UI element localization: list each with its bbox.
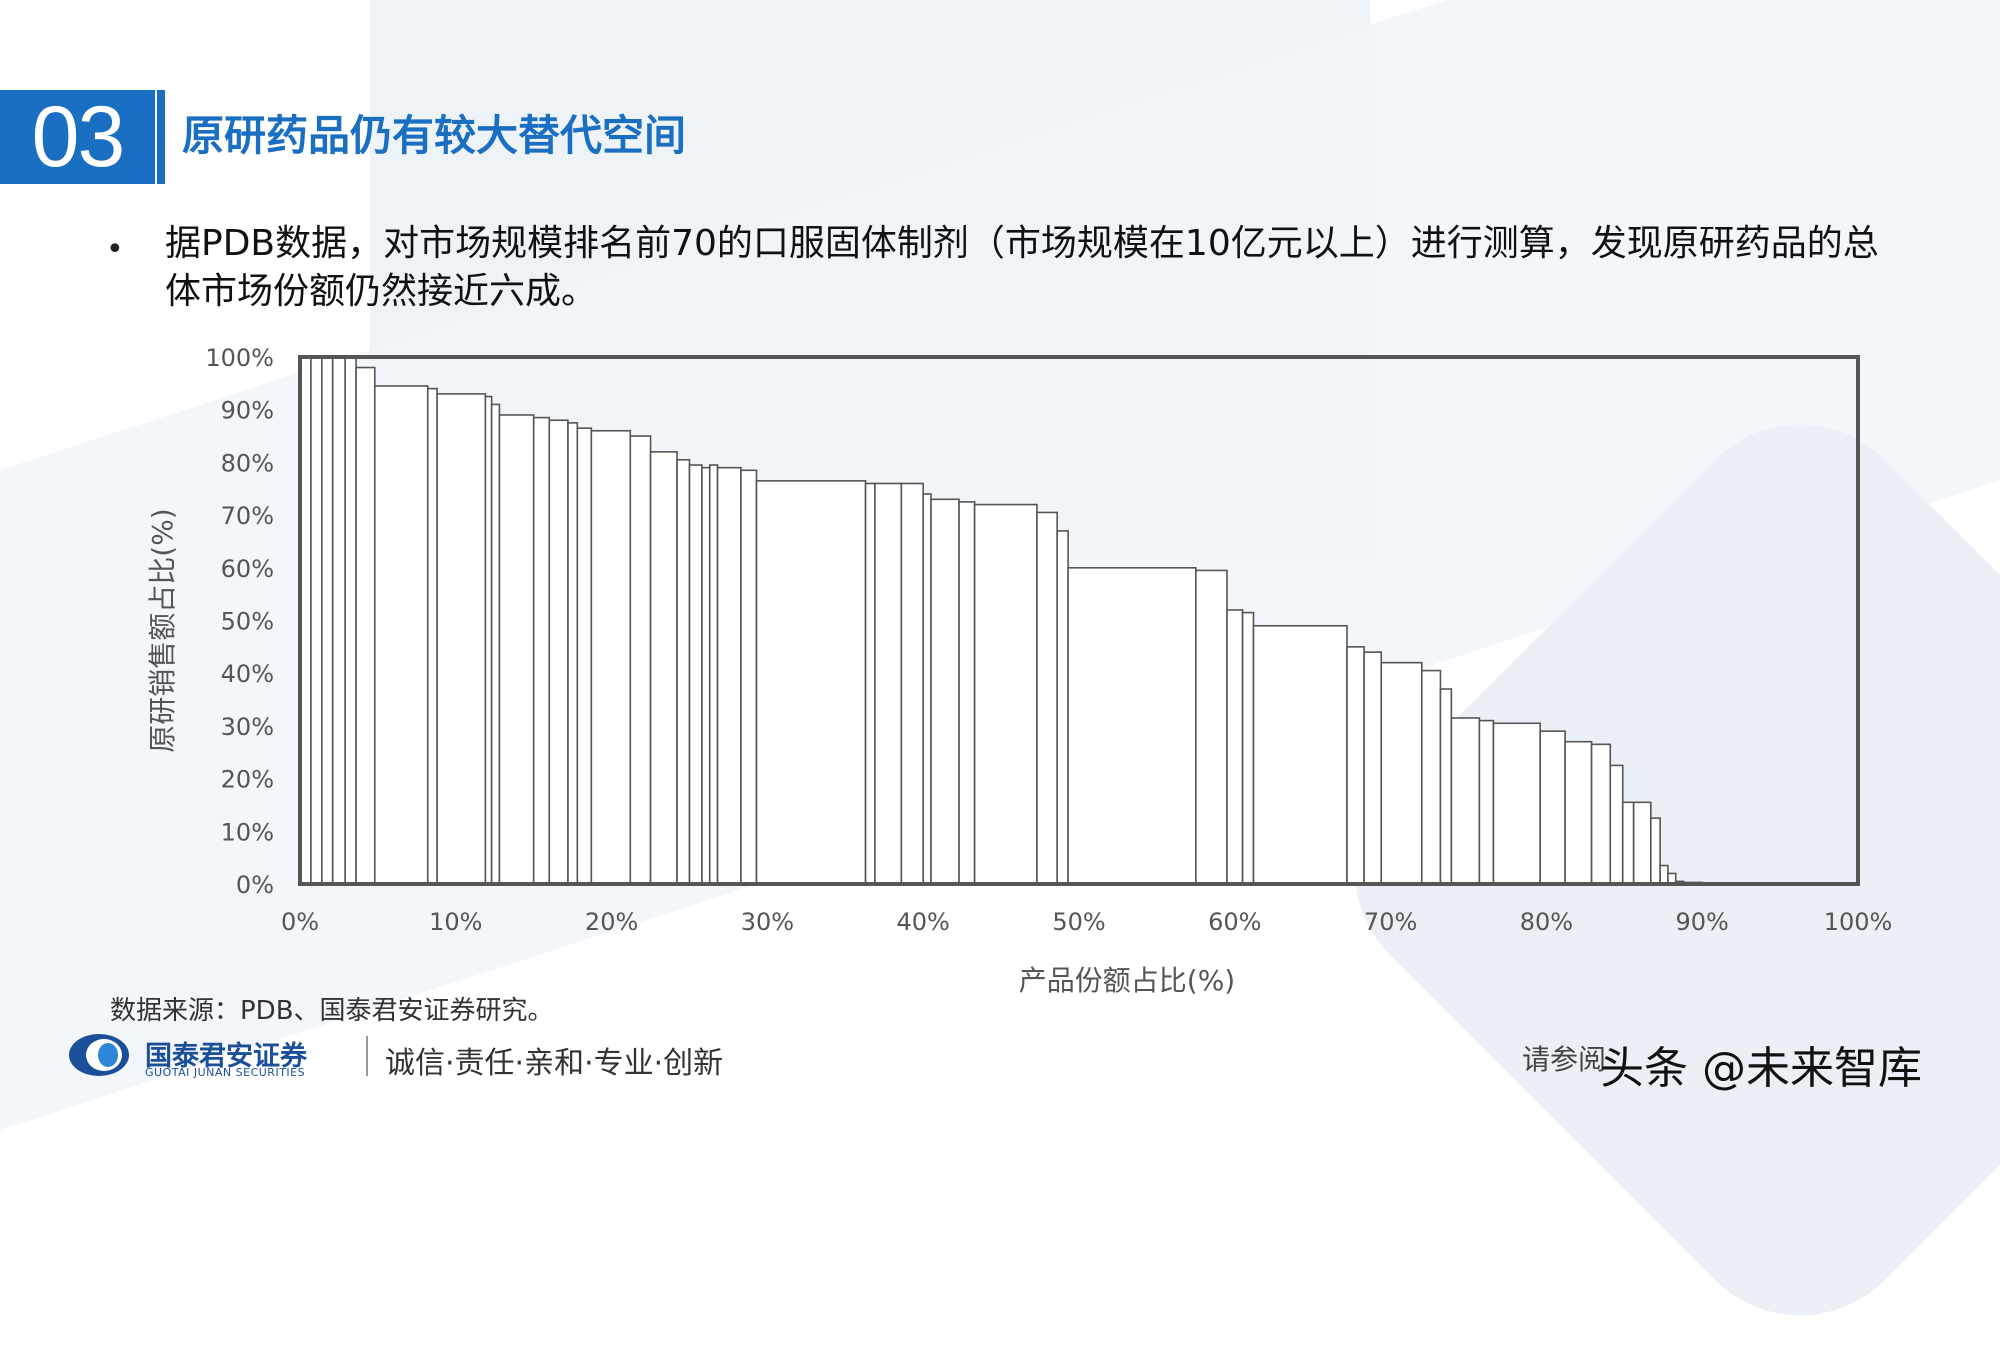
bar — [1067, 566, 1197, 885]
bar — [436, 393, 487, 885]
bar — [576, 427, 593, 885]
y-tick-label: 20% — [221, 766, 274, 794]
bar — [373, 385, 429, 885]
bar — [864, 482, 876, 885]
bar — [310, 356, 323, 885]
company-logo-icon — [69, 1034, 129, 1076]
y-tick-label: 60% — [221, 555, 274, 583]
y-tick-label: 10% — [221, 818, 274, 846]
bar — [676, 458, 691, 885]
x-tick-label: 10% — [429, 908, 482, 936]
y-tick-label: 0% — [236, 871, 274, 899]
bar — [1346, 646, 1365, 885]
bar — [1478, 719, 1495, 885]
x-tick-label: 100% — [1824, 908, 1893, 936]
x-tick-label: 80% — [1520, 908, 1573, 936]
x-tick-label: 60% — [1208, 908, 1261, 936]
company-slogan: 诚信·责任·亲和·专业·创新 — [385, 1046, 724, 1081]
y-tick-label: 90% — [221, 397, 274, 425]
bar — [1621, 801, 1635, 885]
page-title: 原研药品仍有较大替代空间 — [182, 111, 687, 160]
y-tick-label: 40% — [221, 660, 274, 688]
company-name-en: GUOTAI JUNAN SECURITIES — [145, 1066, 306, 1079]
disclaimer-text: 请参阅 — [1522, 1043, 1607, 1076]
x-tick-label: 0% — [281, 908, 319, 936]
bar — [1056, 530, 1069, 885]
bar — [958, 501, 976, 885]
bar — [1380, 661, 1423, 885]
y-tick-labels: 0% 10% 20% 30% 40% 50% 60% 70% 80% 90% 100% — [205, 344, 274, 899]
x-tick-label: 20% — [585, 908, 638, 936]
watermark: 头条 @未来智库 — [1600, 1043, 1922, 1094]
x-tick-label: 40% — [897, 908, 950, 936]
bullet-text: 据PDB数据，对市场规模排名前70的口服固体制剂（市场规模在10亿元以上）进行测… — [165, 223, 1879, 312]
y-axis-label: 原研销售额占比(%) — [146, 508, 179, 752]
y-tick-label: 50% — [221, 608, 274, 636]
y-tick-label: 70% — [221, 502, 274, 530]
bar — [922, 493, 932, 885]
section-accent-bar — [157, 90, 165, 184]
bar — [716, 466, 742, 885]
bar — [1439, 688, 1453, 885]
bar — [649, 451, 678, 885]
x-tick-labels: 0% 10% 20% 30% 40% 50% 60% 70% 80% 90% 100% — [281, 908, 1892, 936]
bar — [973, 503, 1038, 885]
x-tick-label: 70% — [1364, 908, 1417, 936]
plot-frame — [298, 355, 1860, 886]
bar — [1036, 511, 1058, 885]
y-tick-label: 100% — [205, 344, 274, 372]
bar — [1609, 764, 1624, 885]
bar — [1659, 864, 1669, 885]
bar — [701, 466, 711, 885]
bar — [498, 414, 535, 885]
bar — [1195, 569, 1228, 885]
bar — [755, 480, 867, 885]
bar — [629, 435, 652, 885]
x-tick-label: 50% — [1052, 908, 1105, 936]
bar — [331, 356, 346, 885]
bar — [484, 395, 493, 885]
bar — [740, 469, 758, 885]
bar — [355, 366, 376, 885]
bar — [1226, 609, 1244, 885]
x-tick-label: 30% — [741, 908, 794, 936]
bar — [1252, 624, 1348, 885]
bar — [688, 464, 703, 885]
bar — [567, 422, 579, 885]
bar — [1539, 730, 1566, 885]
data-source: 数据来源：PDB、国泰君安证券研究。 — [110, 996, 554, 1026]
bar — [1649, 817, 1661, 885]
bar — [1363, 651, 1383, 885]
bar — [548, 419, 569, 885]
bar — [1450, 717, 1481, 885]
bars-layer — [299, 356, 1704, 885]
bar — [426, 387, 438, 885]
bar — [344, 356, 357, 885]
bullet-marker: • — [106, 232, 124, 267]
bar — [900, 482, 925, 885]
bar — [1590, 743, 1612, 885]
section-number: 03 — [0, 90, 155, 184]
footer-divider — [366, 1036, 368, 1076]
bar — [1420, 669, 1442, 885]
step-bar-chart: 0% 10% 20% 30% 40% 50% 60% 70% 80% 90% 100% 0% 10% 2… — [146, 344, 1892, 997]
bar — [930, 498, 960, 885]
y-tick-label: 80% — [221, 449, 274, 477]
bar — [532, 416, 551, 885]
bar — [1241, 611, 1255, 885]
x-axis-label: 产品份额占比(%) — [1019, 964, 1235, 997]
bar — [321, 356, 334, 885]
bar — [490, 403, 501, 885]
bar — [590, 429, 632, 885]
x-tick-label: 90% — [1676, 908, 1729, 936]
bar — [874, 482, 903, 885]
company-name: 国泰君安证券 — [145, 1041, 307, 1072]
y-tick-label: 30% — [221, 713, 274, 741]
bar — [708, 464, 719, 885]
bar — [1492, 722, 1541, 885]
bar — [1564, 740, 1593, 885]
bar — [1632, 801, 1652, 885]
